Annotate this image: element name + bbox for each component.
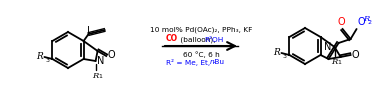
Text: O: O <box>107 50 115 60</box>
Text: R: R <box>93 72 99 80</box>
Text: n: n <box>210 59 215 65</box>
Text: I: I <box>87 26 90 36</box>
Text: R²OH: R²OH <box>204 37 223 43</box>
Text: R: R <box>364 15 370 23</box>
Text: 3: 3 <box>282 54 287 59</box>
Text: 1: 1 <box>99 74 102 79</box>
Text: (balloon),: (balloon), <box>178 36 218 43</box>
Text: O: O <box>358 17 365 27</box>
Text: 10 mol% Pd(OAc)₂, PPh₃, KF: 10 mol% Pd(OAc)₂, PPh₃, KF <box>150 26 252 33</box>
Text: 60 °C, 6 h: 60 °C, 6 h <box>183 51 219 58</box>
Text: N: N <box>324 42 332 52</box>
Text: N: N <box>97 56 104 66</box>
Text: 3: 3 <box>45 58 50 63</box>
Text: R: R <box>36 52 42 60</box>
Text: O: O <box>338 17 345 27</box>
Text: 1: 1 <box>338 60 341 65</box>
Text: O: O <box>352 50 359 60</box>
Text: -Bu: -Bu <box>213 59 225 65</box>
Text: R: R <box>332 58 338 66</box>
Text: CO: CO <box>166 34 178 43</box>
Text: R² = Me, Et,: R² = Me, Et, <box>166 59 212 66</box>
Text: R: R <box>273 48 279 57</box>
Text: 2: 2 <box>367 20 372 25</box>
